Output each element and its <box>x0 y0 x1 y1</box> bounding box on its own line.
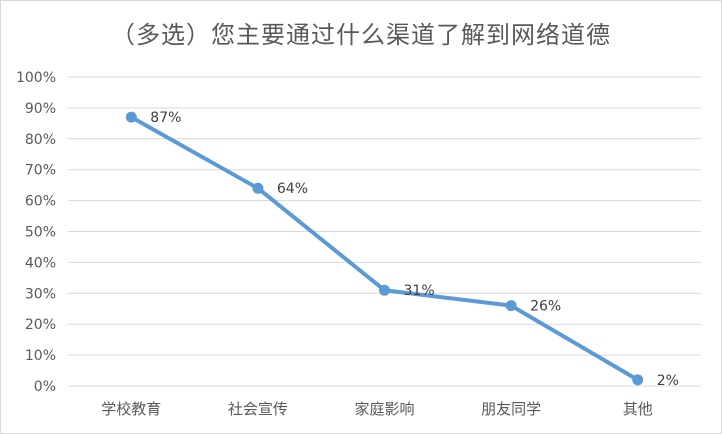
data-label: 26% <box>530 299 561 315</box>
y-tick-label: 50% <box>25 225 56 241</box>
y-tick-label: 80% <box>25 132 56 148</box>
data-label: 2% <box>657 373 679 389</box>
x-tick-label: 朋友同学 <box>481 400 541 418</box>
x-tick-label: 其他 <box>623 400 653 418</box>
y-tick-label: 0% <box>34 379 56 395</box>
data-point-marker <box>379 284 390 296</box>
y-tick-label: 90% <box>25 101 56 117</box>
chart-title: （多选）您主要通过什么渠道了解到网络道德 <box>111 21 611 49</box>
data-point-marker <box>125 111 137 123</box>
data-label: 87% <box>150 110 181 126</box>
y-tick-label: 30% <box>25 286 56 302</box>
y-tick-label: 10% <box>25 348 56 364</box>
data-point-marker <box>252 182 264 194</box>
y-tick-label: 40% <box>25 255 56 271</box>
x-axis-ticks: 学校教育 社会宣传 家庭影响 朋友同学 其他 <box>101 400 652 418</box>
x-tick-label: 学校教育 <box>101 400 161 418</box>
data-point-marker <box>505 300 517 312</box>
series-line <box>129 115 640 382</box>
y-tick-label: 60% <box>25 194 56 210</box>
y-axis-ticks: 0% 10% 20% 30% 40% 50% 60% 70% 80% 90% 100% <box>16 70 56 395</box>
data-label: 64% <box>277 181 308 197</box>
y-tick-label: 100% <box>16 70 56 86</box>
x-tick-label: 社会宣传 <box>228 400 288 418</box>
data-point-marker <box>632 374 644 386</box>
y-tick-label: 20% <box>25 317 56 333</box>
y-tick-label: 70% <box>25 163 56 179</box>
series: 87% 64% 31% 26% 2% <box>125 110 679 389</box>
data-label: 31% <box>404 283 435 299</box>
x-tick-label: 家庭影响 <box>354 400 414 418</box>
